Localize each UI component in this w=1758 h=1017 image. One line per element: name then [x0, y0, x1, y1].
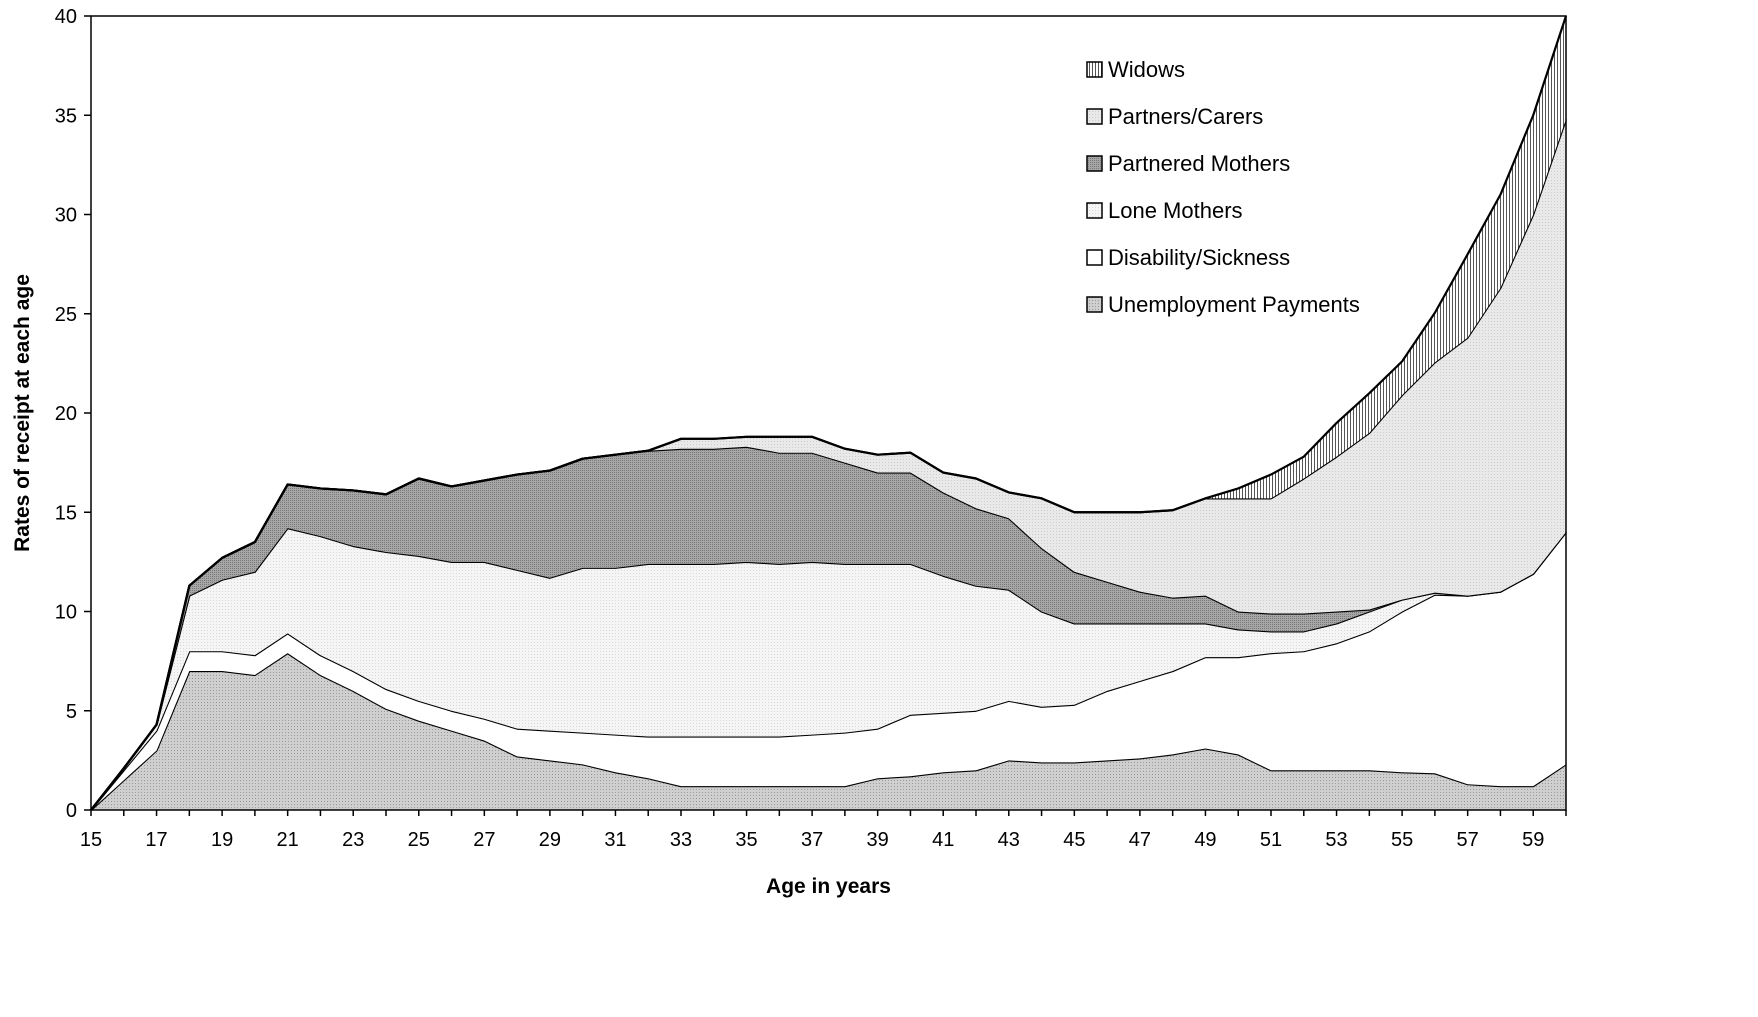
legend-swatch-partners-carers	[1086, 108, 1103, 125]
x-tick-label: 39	[867, 829, 889, 851]
series-area-partnered-mothers	[91, 446, 1566, 810]
legend-swatch-partnered-mothers	[1086, 155, 1103, 172]
x-tick-label: 23	[342, 829, 364, 851]
x-tick-label: 49	[1194, 829, 1216, 851]
areas-layer	[90, 15, 1568, 811]
y-tick-label: 15	[55, 502, 77, 524]
x-tick-label: 33	[670, 829, 692, 851]
legend-swatch-widows	[1086, 61, 1103, 78]
legend-swatch-unemployment-payments	[1086, 296, 1103, 313]
legend-label-lone-mothers: Lone Mothers	[1108, 198, 1243, 223]
x-tick-label: 19	[211, 829, 233, 851]
y-axis-title: Rates of receipt at each age	[11, 274, 34, 552]
x-tick-label: 41	[932, 829, 954, 851]
x-tick-label: 51	[1260, 829, 1282, 851]
y-tick-label: 0	[66, 800, 77, 822]
legend-swatch-lone-mothers	[1086, 202, 1103, 219]
x-tick-label: 17	[145, 829, 167, 851]
series-area-disability-sickness	[91, 532, 1566, 810]
x-axis-title: Age in years	[766, 875, 891, 898]
legend-label-partners-carers: Partners/Carers	[1108, 104, 1263, 129]
legend-label-widows: Widows	[1108, 57, 1185, 82]
x-tick-label: 45	[1063, 829, 1085, 851]
y-tick-label: 10	[55, 602, 77, 624]
legend-label-disability-sickness: Disability/Sickness	[1108, 245, 1290, 270]
x-tick-label: 37	[801, 829, 823, 851]
y-tick-label: 35	[55, 105, 77, 127]
y-tick-label: 20	[55, 403, 77, 425]
x-tick-label: 43	[998, 829, 1020, 851]
x-tick-label: 25	[408, 829, 430, 851]
y-tick-label: 25	[55, 304, 77, 326]
legend: Widows Partners/Carers Partnered Mothers Lo…	[1086, 57, 1360, 317]
legend-swatch-disability-sickness	[1086, 249, 1103, 266]
series-area-unemployment-payments	[91, 653, 1566, 810]
x-tick-label: 31	[604, 829, 626, 851]
axes-layer: 0 5 10 15 20 25 30 35 40 15 17 19 21 23 25 27 29 31 33 35 37…	[55, 6, 1567, 851]
legend-label-unemployment-payments: Unemployment Payments	[1108, 292, 1360, 317]
x-tick-label: 15	[80, 829, 102, 851]
x-tick-label: 47	[1129, 829, 1151, 851]
y-tick-label: 40	[55, 6, 77, 28]
series-area-lone-mothers	[91, 528, 1566, 810]
x-tick-label: 27	[473, 829, 495, 851]
x-tick-label: 35	[735, 829, 757, 851]
x-tick-label: 53	[1325, 829, 1347, 851]
y-tick-label: 30	[55, 205, 77, 227]
x-tick-label: 59	[1522, 829, 1544, 851]
x-tick-label: 21	[277, 829, 299, 851]
x-tick-label: 29	[539, 829, 561, 851]
x-tick-label: 57	[1457, 829, 1479, 851]
y-tick-label: 5	[66, 701, 77, 723]
x-tick-label: 55	[1391, 829, 1413, 851]
legend-label-partnered-mothers: Partnered Mothers	[1108, 151, 1290, 176]
series-line-widows	[90, 15, 1568, 811]
